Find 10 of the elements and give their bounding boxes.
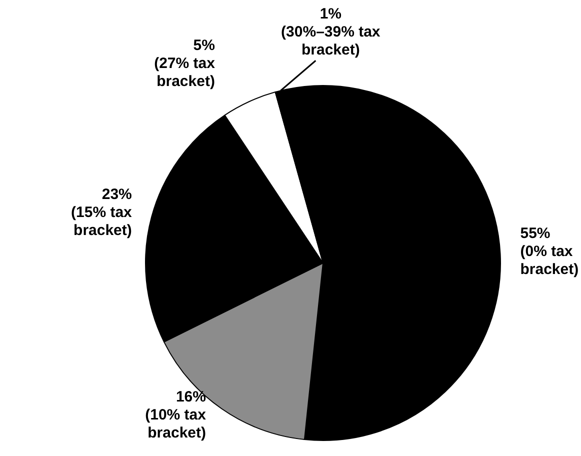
slice-label: (30%–39% tax bracket)	[281, 23, 381, 58]
data-label: 55%	[520, 224, 550, 242]
slice-label: (27% tax bracket)	[154, 55, 216, 90]
data-label: 1%	[320, 5, 342, 22]
data-label: 23%	[102, 186, 132, 204]
data-label: 16%	[176, 388, 206, 406]
slice-label: (0% tax bracket)	[520, 242, 579, 278]
data-label: 5%	[193, 37, 215, 54]
slice-label: (10% tax bracket)	[145, 406, 207, 442]
slice-label: (15% tax bracket)	[71, 204, 133, 240]
